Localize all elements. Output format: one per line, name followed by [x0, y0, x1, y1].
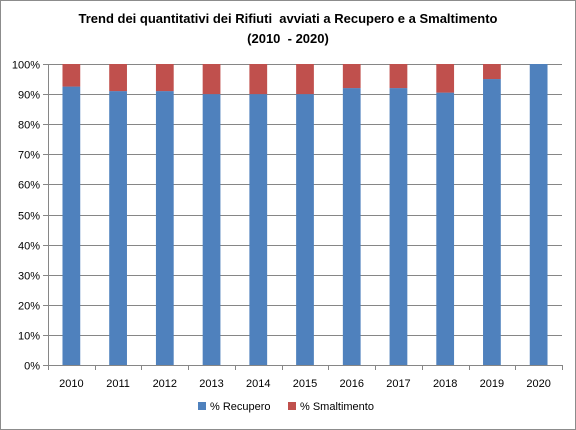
bar: [202, 64, 221, 95]
bar: [62, 64, 81, 87]
bar: [202, 94, 221, 365]
x-tick-label: 2015: [293, 378, 317, 390]
bar: [249, 94, 268, 365]
y-tick-label: 0%: [24, 361, 40, 373]
bar: [436, 64, 455, 93]
x-tick-label: 2017: [386, 378, 410, 390]
bar: [389, 64, 408, 89]
y-tick-label: 50%: [18, 211, 40, 223]
y-tick-labels: 0% 10% 20% 30% 40% 50% 60% 70% 80% 90% 100%: [12, 60, 40, 373]
y-tick-label: 70%: [18, 150, 40, 162]
bars: [62, 64, 548, 366]
y-tick-label: 90%: [18, 90, 40, 102]
chart-title: Trend dei quantitativi dei Rifiuti avvia…: [0, 9, 576, 49]
legend-label: % Smaltimento: [300, 401, 374, 413]
chart-title-line-2: (2010 - 2020): [247, 31, 329, 46]
axes: [43, 64, 563, 370]
bar: [483, 79, 501, 366]
x-tick-label: 2012: [153, 378, 177, 390]
bar: [296, 64, 314, 95]
x-tick-label: 2016: [339, 378, 363, 390]
y-tick-label: 30%: [18, 271, 40, 283]
legend-swatch: [198, 402, 206, 410]
legend-label: % Recupero: [210, 401, 271, 413]
bar: [436, 92, 455, 365]
bar: [342, 88, 361, 365]
y-tick-label: 80%: [18, 120, 40, 132]
legend-swatch: [288, 402, 296, 410]
chart-title-line-1: Trend dei quantitativi dei Rifiuti avvia…: [78, 11, 498, 26]
bar: [155, 91, 174, 365]
x-tick-labels: 2010 2011 2012 2013 2014 2015 2016 2017 2018 2019…: [59, 378, 551, 390]
x-tick-label: 2020: [526, 378, 550, 390]
bar: [529, 64, 548, 365]
bar: [342, 64, 361, 89]
bar: [389, 88, 408, 365]
legend: % Recupero % Smaltimento: [198, 401, 374, 413]
x-tick-label: 2014: [246, 378, 270, 390]
y-tick-label: 10%: [18, 331, 40, 343]
bar: [109, 91, 127, 365]
x-tick-label: 2011: [106, 378, 130, 390]
x-tick-label: 2010: [59, 378, 83, 390]
bar: [249, 64, 268, 95]
bar: [483, 64, 501, 80]
x-tick-label: 2013: [199, 378, 223, 390]
y-tick-label: 40%: [18, 241, 40, 253]
y-tick-label: 100%: [12, 60, 40, 72]
y-tick-label: 20%: [18, 301, 40, 313]
y-tick-label: 60%: [18, 180, 40, 192]
bar: [296, 94, 314, 365]
bar: [155, 64, 174, 92]
bar: [109, 64, 127, 92]
x-tick-label: 2019: [480, 378, 504, 390]
x-tick-label: 2018: [433, 378, 457, 390]
bar: [62, 86, 81, 365]
